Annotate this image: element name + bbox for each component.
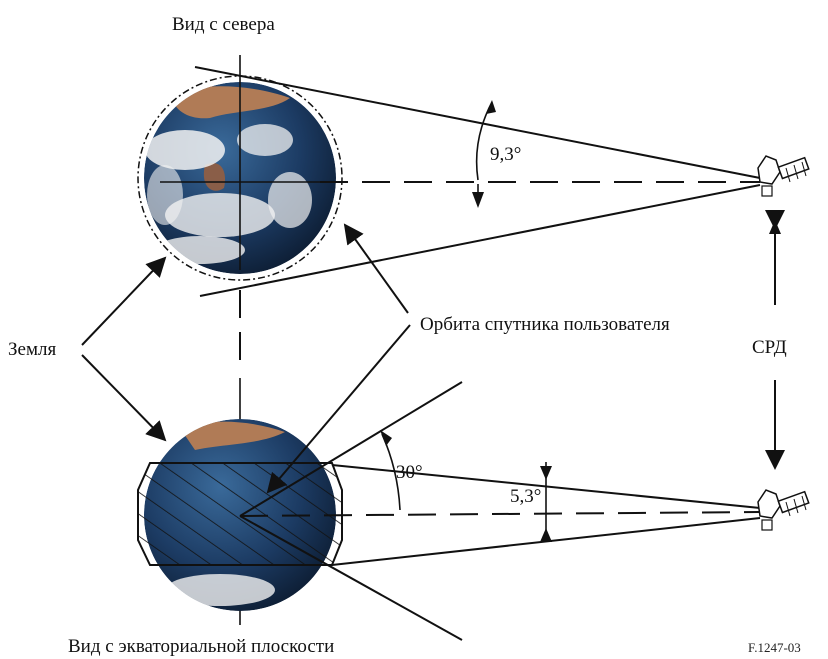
earth-label: Земля xyxy=(8,339,56,360)
top-beam-lower xyxy=(199,184,761,297)
earth-arrow-top xyxy=(81,256,167,346)
angle-arrow-bottom-upper xyxy=(540,466,552,480)
earth-arrow-bottom xyxy=(81,354,167,442)
earth-bottom-group: 30° 5,3° xyxy=(137,381,761,641)
angle-arrow-top-upper xyxy=(486,100,496,114)
angle-arrow-30 xyxy=(380,430,392,446)
angle-label-30: 30° xyxy=(396,462,423,483)
drs-arrowhead-top xyxy=(769,220,781,234)
orbit-arrow-top xyxy=(343,223,409,314)
orbit-plane-hatched xyxy=(137,462,343,566)
satellite-icon xyxy=(757,155,810,197)
line-30-upper xyxy=(239,381,463,517)
angle-label-top: 9,3° xyxy=(490,144,521,165)
angle-label-bottom: 5,3° xyxy=(510,486,541,507)
top-beam-upper xyxy=(194,66,761,179)
angle-arc-top xyxy=(475,101,493,181)
earth-top-group: 9,3° xyxy=(137,55,761,625)
bottom-view-title: Вид с экваториальной плоскости xyxy=(68,636,334,657)
orbit-arrow-bottom xyxy=(266,324,411,494)
figure-id: F.1247-03 xyxy=(748,640,801,655)
angle-arrow-bottom-lower xyxy=(540,528,552,542)
top-view-title: Вид с севера xyxy=(172,14,275,35)
satellite-icon xyxy=(757,489,810,531)
angle-arrow-top-lower xyxy=(472,192,484,208)
bottom-boresight-dash xyxy=(239,511,761,517)
line-30-lower xyxy=(239,515,463,641)
orbit-top-circle xyxy=(137,75,343,281)
user-orbit-label: Орбита спутника пользователя xyxy=(420,314,670,335)
drs-label: СРД xyxy=(752,337,787,358)
